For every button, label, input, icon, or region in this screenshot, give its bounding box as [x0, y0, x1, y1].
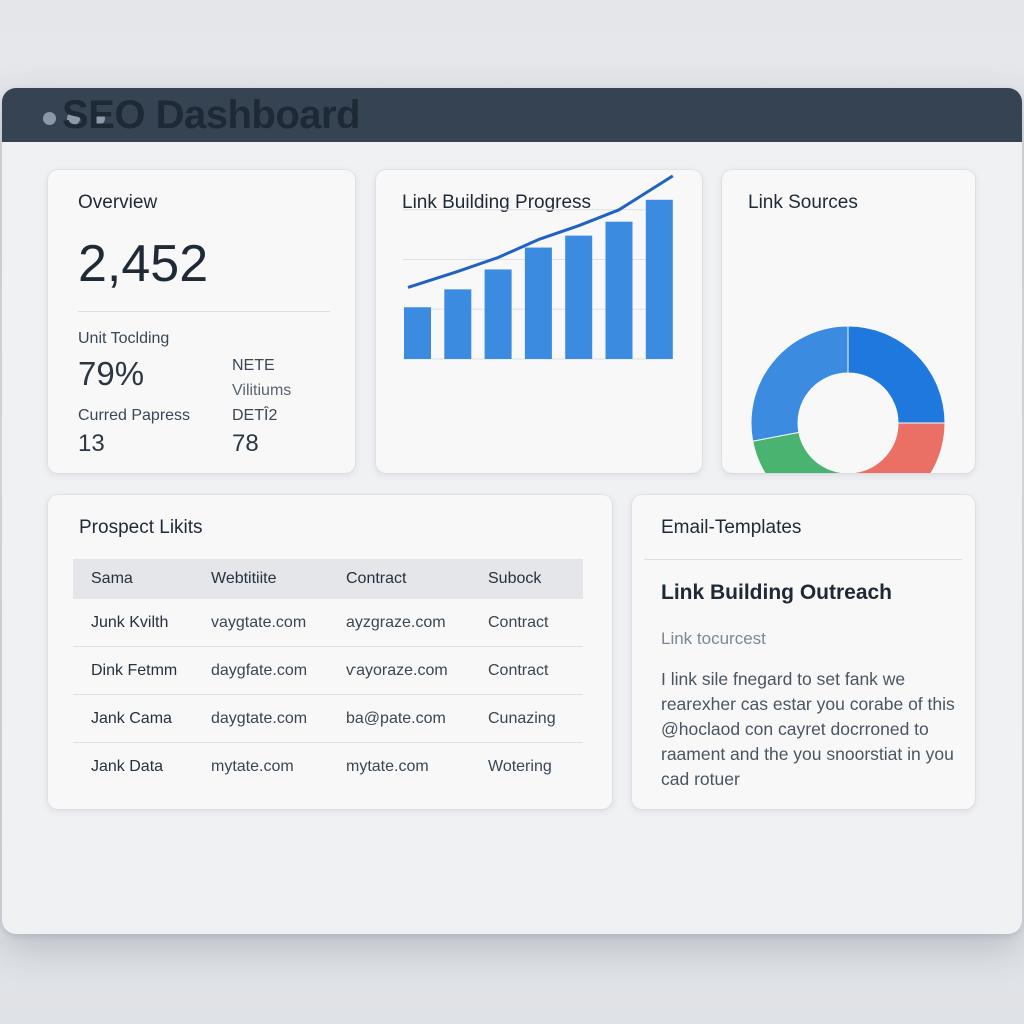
row-website: daygfate.com	[211, 661, 308, 679]
link-progress-card: Link Building Progress	[376, 170, 702, 473]
row-website: mytate.com	[211, 758, 294, 775]
chart-bar[interactable]	[484, 269, 512, 359]
row-name: Jank Data	[91, 758, 164, 775]
overview-value-d: 78	[232, 430, 259, 457]
row-name: Jank Cama	[91, 709, 172, 727]
email-templates-title: Email-Templates	[661, 517, 802, 538]
column-header-name[interactable]: Sama	[91, 570, 133, 587]
prospect-list-card: Prospect Likits Sama Webtitiite Contract…	[48, 495, 612, 809]
row-contact: ba@pate.com	[346, 709, 446, 727]
link-sources-card: Link Sources	[722, 170, 975, 473]
window-maximize-dot[interactable]	[92, 112, 105, 125]
row-website: vaygtate.com	[211, 613, 307, 631]
window-minimize-dot[interactable]	[67, 112, 80, 125]
template-body: I link sile fnegard to set fank we reare…	[661, 669, 955, 789]
prospect-table: Sama Webtitiite Contract Subock Junk Kvi…	[73, 559, 583, 791]
column-header-contract[interactable]: Contract	[346, 570, 407, 587]
overview-total-value: 2,452	[78, 235, 209, 293]
row-website: daygtate.com	[211, 709, 308, 727]
row-status: Contract	[488, 613, 549, 631]
link-progress-title: Link Building Progress	[402, 192, 592, 213]
table-row[interactable]: Jank Data mytate.com mytate.com Wotering	[73, 743, 583, 791]
page-title: SEO Dashboard	[62, 93, 361, 137]
table-row[interactable]: Dink Fetmm daygfate.com ѵаyoraze.com Con…	[73, 647, 583, 695]
row-name: Junk Kvilth	[91, 613, 169, 631]
row-contact: ѵаyoraze.com	[346, 661, 448, 679]
overview-divider	[78, 311, 330, 312]
link-sources-title: Link Sources	[748, 192, 858, 213]
overview-label-c: Curred Papress	[78, 407, 191, 424]
chart-bar[interactable]	[605, 221, 633, 359]
donut-slice[interactable]	[847, 325, 946, 424]
row-contact: аyzgraze.com	[346, 613, 446, 631]
table-header: Sama Webtitiite Contract Subock	[73, 559, 583, 599]
overview-label-a: Unit Toclding	[78, 330, 170, 347]
window-titlebar	[2, 88, 1022, 142]
link-sources-donut	[750, 325, 946, 473]
template-heading[interactable]: Link Building Outreach	[661, 581, 893, 604]
chart-bar[interactable]	[524, 247, 552, 359]
prospect-title: Prospect Likits	[79, 517, 203, 538]
overview-label-b: NETE	[232, 357, 275, 374]
overview-title: Overview	[78, 192, 158, 213]
row-status: Cunazing	[488, 709, 556, 727]
column-header-status[interactable]: Subock	[488, 570, 542, 587]
email-templates-card: Email-Templates Link Building Outreach L…	[632, 495, 975, 809]
email-divider	[644, 559, 962, 560]
chart-trend-line	[407, 174, 674, 289]
overview-value-c: 13	[78, 430, 105, 457]
chart-bar[interactable]	[565, 235, 593, 359]
overview-label-d: DETÎ2	[232, 407, 278, 424]
donut-slice[interactable]	[752, 431, 860, 473]
chart-bar[interactable]	[404, 307, 431, 359]
row-status: Wotering	[488, 758, 552, 775]
overview-value-a: 79%	[78, 355, 145, 392]
overview-label-b2: Vilitiums	[232, 382, 292, 399]
row-name: Dink Fetmm	[91, 661, 178, 679]
window-close-dot[interactable]	[43, 112, 56, 125]
row-status: Contract	[488, 661, 549, 679]
column-header-website[interactable]: Webtitiite	[211, 570, 277, 587]
table-row[interactable]: Junk Kvilth vaygtate.com аyzgraze.com Co…	[73, 599, 583, 647]
donut-slice[interactable]	[750, 325, 849, 442]
chart-bar[interactable]	[645, 199, 673, 359]
chart-bar[interactable]	[444, 289, 472, 359]
row-contact: mytate.com	[346, 758, 429, 775]
overview-card: Overview 2,452 Unit Toclding 79% NETE Vi…	[48, 170, 355, 473]
link-progress-chart	[403, 174, 674, 360]
template-subtitle: Link tocurcest	[661, 629, 766, 648]
table-row[interactable]: Jank Cama daygtate.com ba@pate.com Cunaz…	[73, 695, 583, 743]
donut-slice[interactable]	[853, 422, 946, 473]
